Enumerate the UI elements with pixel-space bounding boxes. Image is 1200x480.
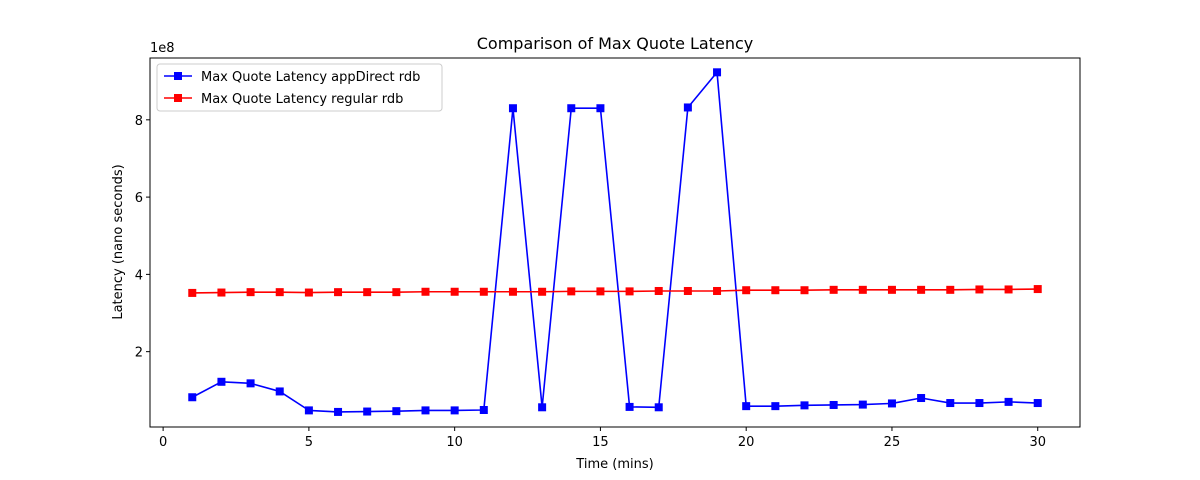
series-1-point <box>829 400 838 409</box>
series-1-point <box>596 104 605 113</box>
series-1-point <box>887 399 896 408</box>
x-tick-label: 30 <box>1029 435 1046 450</box>
series-1-point <box>567 104 576 113</box>
series-2-point <box>771 286 780 295</box>
series-2-point <box>1004 285 1013 294</box>
series-1-point <box>479 406 488 414</box>
y-tick-label: 2 <box>135 346 143 361</box>
series-1-point <box>275 387 284 396</box>
series-1-point <box>392 407 401 416</box>
series-2-point <box>363 288 372 297</box>
legend-label: Max Quote Latency appDirect rdb <box>201 70 420 85</box>
series-2-point <box>946 285 955 294</box>
series-1-point <box>917 394 926 403</box>
series-2-point <box>450 287 459 296</box>
series-2-point <box>508 287 517 296</box>
series-1-point <box>188 393 197 402</box>
x-tick-label: 20 <box>738 435 755 450</box>
series-1-point <box>771 402 780 411</box>
series-2-point <box>246 288 255 297</box>
series-1-point <box>654 403 663 412</box>
series-2-point <box>887 285 896 294</box>
series-2-point <box>713 286 722 295</box>
y-axis-title: Latency (nano seconds) <box>111 164 126 319</box>
series-1-point <box>858 400 867 409</box>
legend-box <box>156 63 443 112</box>
series-2-point <box>275 288 284 297</box>
series-2-point <box>683 286 692 295</box>
x-tick-label: 15 <box>592 435 609 450</box>
series-2-point <box>742 286 751 295</box>
series-2-point <box>917 285 926 294</box>
series-2-point <box>975 285 984 294</box>
x-axis-title: Time (mins) <box>575 457 653 472</box>
series-1-point <box>246 379 255 388</box>
series-1-point <box>508 104 517 113</box>
chart-title: Comparison of Max Quote Latency <box>477 34 754 53</box>
series-1-point <box>975 399 984 408</box>
series-1-point <box>1033 399 1042 408</box>
series-1-point <box>946 399 955 408</box>
series-1-point <box>625 402 634 411</box>
series-2-point <box>567 287 576 296</box>
y-tick-label: 6 <box>135 191 143 206</box>
y-tick-label: 8 <box>135 114 143 129</box>
series-2-point <box>304 288 313 297</box>
series-2-point <box>421 287 430 296</box>
series-2-point <box>858 285 867 294</box>
x-tick-label: 25 <box>884 435 901 450</box>
series-2-point <box>800 286 809 295</box>
series-1-point <box>683 103 692 112</box>
series-2-point <box>654 286 663 295</box>
series-1-point <box>304 406 313 415</box>
series-1-point <box>800 401 809 410</box>
series-1 <box>188 68 1042 416</box>
series-1-point <box>713 68 722 77</box>
y-tick-label: 4 <box>135 268 143 283</box>
series-2 <box>188 285 1042 297</box>
series-2-point <box>596 287 605 296</box>
legend-item: Max Quote Latency regular rdb <box>164 92 403 107</box>
x-tick-label: 5 <box>305 435 313 450</box>
series-2-point <box>1033 285 1042 294</box>
series-2-point <box>188 288 197 297</box>
series-1-line <box>191 71 1038 413</box>
series-1-point <box>363 407 372 416</box>
legend: Max Quote Latency appDirect rdb Max Quote… <box>156 63 443 112</box>
legend-label: Max Quote Latency regular rdb <box>201 92 403 107</box>
series-2-point <box>625 287 634 296</box>
series-2-point <box>217 288 226 297</box>
series-2-line <box>192 288 1038 294</box>
series-2-point <box>479 287 488 296</box>
series-2-point <box>392 288 401 297</box>
series-1-point <box>742 402 751 411</box>
legend-marker <box>174 94 182 102</box>
series-1-point <box>217 377 226 386</box>
series-1-point <box>538 403 547 412</box>
series-1-point <box>450 406 459 415</box>
legend-marker <box>174 72 182 80</box>
series-2-point <box>538 287 547 296</box>
legend-item: Max Quote Latency appDirect rdb <box>164 70 420 85</box>
y-scale-label: 1e8 <box>150 41 175 56</box>
x-tick-label: 10 <box>446 435 463 450</box>
series-1-point <box>421 406 430 415</box>
series-2-point <box>829 285 838 294</box>
plot-frame <box>149 57 1081 428</box>
plot-area: 0 5 10 15 20 25 30 2 4 6 8 <box>135 57 1081 450</box>
series-1-point <box>334 407 343 416</box>
series-1-point <box>1004 397 1013 406</box>
x-tick-label: 0 <box>159 435 167 450</box>
series-2-point <box>334 288 343 297</box>
